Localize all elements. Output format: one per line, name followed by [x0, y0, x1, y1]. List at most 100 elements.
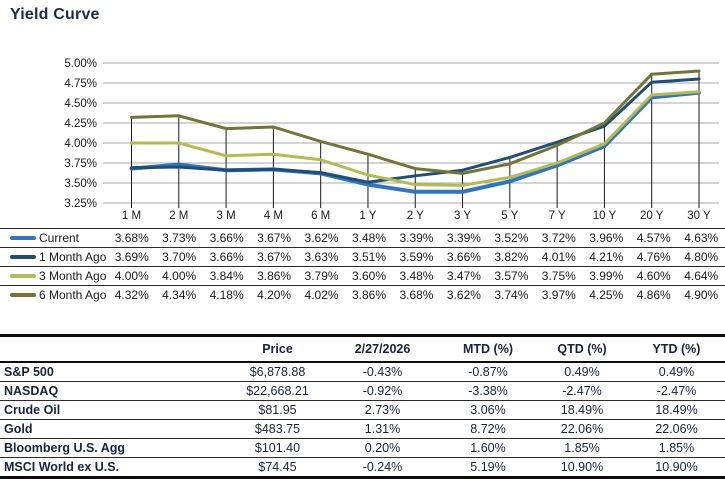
market-table-row: Crude Oil $81.95 2.73% 3.06% 18.49% 18.49% [0, 400, 725, 420]
market-value: -0.43% [325, 362, 440, 382]
yield-value: 3.62% [440, 285, 488, 304]
yield-table-row: 1 Month Ago 3.69% 3.70% 3.66% 3.67% 3.63% 3.51… [0, 247, 725, 267]
market-value: 22.06% [628, 419, 725, 439]
yield-value: 3.82% [487, 247, 536, 267]
market-table-header: YTD (%) [628, 335, 725, 363]
y-axis-tick-label: 5.00% [64, 58, 97, 70]
market-row-label: Crude Oil [0, 400, 230, 420]
market-table-row: NASDAQ $22,668.21 -0.92% -3.38% -2.47% -2.47% [0, 381, 725, 401]
yield-value: 3.48% [392, 266, 441, 286]
market-value: $101.40 [230, 438, 325, 458]
market-value: -2.47% [536, 381, 628, 401]
market-table-header: QTD (%) [536, 335, 628, 363]
y-axis-tick-label: 4.50% [64, 98, 97, 110]
x-axis-tick-label: 4 M [264, 210, 283, 222]
market-value: 22.06% [536, 419, 628, 439]
market-value: 0.20% [325, 438, 440, 458]
y-axis-tick-label: 4.75% [64, 78, 97, 90]
yield-value: 4.01% [535, 247, 583, 267]
market-value: 8.72% [440, 419, 536, 439]
yield-value: 4.34% [155, 285, 203, 304]
market-table-header-row: Price 2/27/2026 MTD (%) QTD (%) YTD (%) [0, 335, 725, 363]
series-legend-cell: Current [0, 228, 109, 248]
yield-value: 3.73% [155, 228, 203, 248]
market-table-header: 2/27/2026 [325, 335, 440, 363]
x-axis-tick-label: 6 M [311, 210, 330, 222]
market-value: 0.49% [628, 362, 725, 382]
legend-label: 3 Month Ago [39, 269, 107, 283]
market-value: 10.90% [560, 460, 604, 474]
yield-value: 3.74% [487, 285, 536, 304]
x-axis-tick-label: 1 M [122, 210, 141, 222]
series-line-6-month-ago [130, 69, 701, 175]
x-axis-tick-label: 20 Y [640, 210, 664, 222]
market-value: 1.60% [440, 438, 536, 458]
x-axis-tick-label: 10 Y [593, 210, 617, 222]
series-line-3-month-ago [130, 90, 701, 187]
x-axis-tick-label: 2 Y [407, 210, 424, 222]
yield-value: 3.60% [345, 266, 393, 286]
yield-value: 4.18% [202, 285, 251, 304]
x-axis-tick-label: 3 M [216, 210, 235, 222]
market-row-label: Bloomberg U.S. Agg [0, 438, 230, 458]
market-value: 3.06% [440, 400, 536, 420]
market-value: 10.90% [655, 460, 698, 474]
legend-swatch [10, 293, 36, 297]
market-value: $81.95 [230, 400, 325, 420]
page-title: Yield Curve [10, 6, 100, 23]
x-axis-tick-label: 7 Y [549, 210, 566, 222]
yield-table-row: Current 3.68% 3.73% 3.66% 3.67% 3.62% 3.48% 3.3… [0, 228, 725, 248]
market-value: -0.92% [325, 381, 440, 401]
legend-swatch [10, 236, 36, 240]
yield-value: 3.51% [345, 247, 393, 267]
x-axis-tick-label: 1 Y [359, 210, 376, 222]
yield-table-row: 6 Month Ago 4.32% 4.34% 4.18% 4.20% 4.02% 3.86… [0, 285, 725, 304]
yield-value: 3.48% [345, 228, 393, 248]
market-table-row: Bloomberg U.S. Agg $101.40 0.20% 1.60% 1.85%… [0, 438, 725, 458]
market-row-label: S&P 500 [0, 362, 230, 382]
yield-value: 4.21% [582, 247, 630, 267]
yield-value: 3.99% [582, 266, 630, 286]
yield-value: 3.79% [297, 266, 346, 286]
yield-value: 4.80% [677, 247, 725, 267]
yield-curve-chart: 5.00% 4.75% 4.50% 4.25% 4.00% 3.75% 3.50% 3.25%… [0, 0, 725, 225]
market-performance-table: Price 2/27/2026 MTD (%) QTD (%) YTD (%) S&P … [0, 334, 725, 479]
yield-value: 4.25% [582, 285, 630, 304]
market-table-row: S&P 500 $6,878.88 -0.43% -0.87% 0.49% 0.49% [0, 362, 725, 382]
market-value: $22,668.21 [230, 381, 325, 401]
yield-value: 4.90% [677, 285, 725, 304]
legend-label: 1 Month Ago [39, 250, 107, 264]
yield-value: 3.52% [487, 228, 536, 248]
market-value: -3.38% [440, 381, 536, 401]
y-axis-tick-label: 4.25% [64, 118, 97, 130]
market-value: -0.24% [362, 460, 403, 474]
yield-value: 3.47% [440, 266, 488, 286]
market-value: -0.87% [440, 362, 536, 382]
y-axis-tick-label: 3.25% [64, 198, 97, 210]
yield-value: 4.02% [297, 285, 346, 304]
legend-label: 6 Month Ago [39, 288, 107, 302]
yield-value: 3.39% [392, 228, 441, 248]
x-axis-tick-label: 30 Y [687, 210, 711, 222]
yield-value: 4.86% [630, 285, 678, 304]
legend-swatch [10, 274, 36, 278]
market-table-header: Price [230, 335, 325, 363]
yield-curve-plot: 5.00% 4.75% 4.50% 4.25% 4.00% 3.75% 3.50% 3.25%… [64, 58, 719, 222]
yield-value: 3.67% [250, 228, 298, 248]
yield-value: 3.72% [535, 228, 583, 248]
yield-legend-table: Current 3.68% 3.73% 3.66% 3.67% 3.62% 3.48% 3.3… [0, 228, 725, 304]
yield-value: 3.62% [297, 228, 346, 248]
market-value: 18.49% [628, 400, 725, 420]
x-axis-tick-label: 2 M [169, 210, 188, 222]
market-table-header: MTD (%) [440, 335, 536, 363]
yield-value: 4.32% [108, 285, 156, 304]
yield-value: 4.63% [677, 228, 725, 248]
yield-value: 3.70% [155, 247, 203, 267]
legend-label: Current [39, 231, 80, 245]
yield-value: 3.84% [202, 266, 251, 286]
y-axis-tick-label: 4.00% [64, 138, 97, 150]
yield-value: 4.76% [630, 247, 678, 267]
market-value: $74.45 [258, 460, 297, 474]
legend-swatch [10, 255, 36, 259]
yield-value: 4.20% [250, 285, 298, 304]
